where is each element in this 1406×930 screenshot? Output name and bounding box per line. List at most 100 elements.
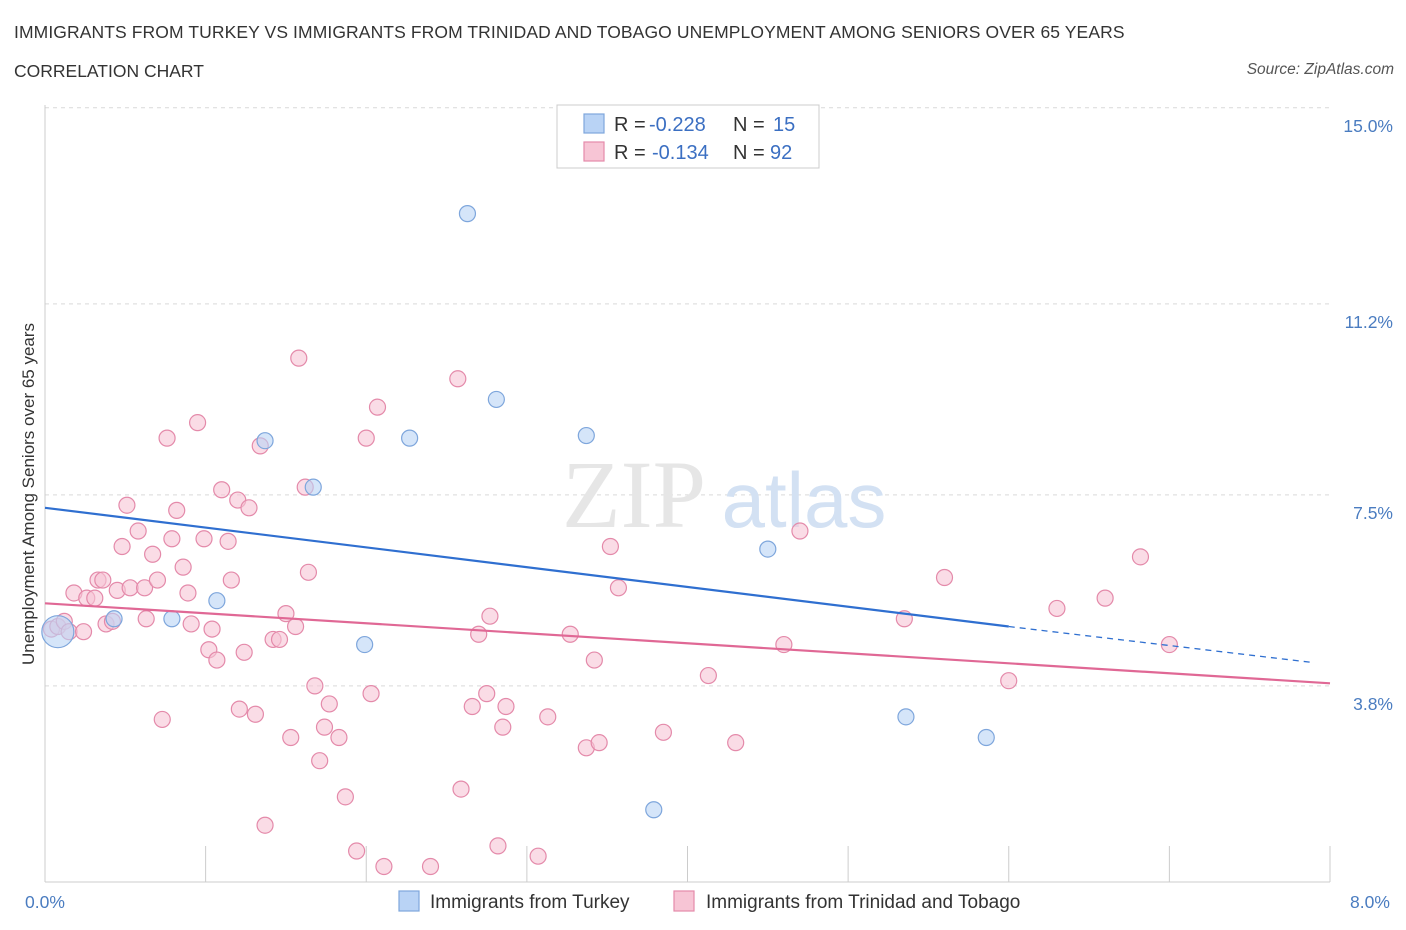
turkey-point [759,540,777,558]
legend-swatch-trinidad [583,141,605,162]
trinidad-point [144,545,162,563]
turkey-trendline-extension [1008,625,1315,664]
legend-n-value-turkey: 15 [773,114,795,136]
source-label: Source: ZipAtlas.com [1246,61,1394,78]
trinidad-point [585,651,603,669]
trinidad-point [791,522,809,540]
series-trinidad-points [42,349,1178,876]
trinidad-point [282,728,300,747]
trinidad-point [94,571,112,589]
trinidad-point [330,728,348,747]
trinidad-point [182,615,200,633]
trinidad-point [188,414,207,432]
grid-lines [45,107,1330,687]
trinidad-point [74,623,93,641]
trinidad-point [174,558,192,576]
trinidad-point [256,816,274,834]
trinidad-point [357,429,375,447]
legend-n-label-trinidad: N = [733,142,765,164]
trinidad-point [463,697,481,716]
trinidad-point [222,571,240,589]
trinidad-point [489,837,507,855]
turkey-point [304,478,322,496]
correlation-legend: R = -0.228 N = 15 R = -0.134 N = 92 [556,104,820,169]
bottom-legend-label-trinidad: Immigrants from Trinidad and Tobago [706,892,1020,913]
trinidad-point [135,579,154,597]
y-tick-labels: 3.8% 7.5% 11.2% 15.0% [1343,116,1393,714]
trinidad-point [163,530,181,548]
trinidad-point [86,589,104,607]
trinidad-point [375,857,393,876]
trinidad-point [129,522,147,540]
trinidad-point [208,651,226,669]
series-legend: Immigrants from Turkey Immigrants from T… [398,890,1020,913]
y-axis-title: Unemployment Among Seniors over 65 years [19,323,38,665]
trinidad-point [118,496,136,514]
trinidad-point [168,501,186,519]
trinidad-point [654,723,673,741]
trinidad-point [601,537,620,556]
trinidad-point [561,625,579,643]
turkey-point [577,426,595,445]
trinidad-point [727,734,745,752]
x-axis-ticks [205,846,1331,882]
legend-r-label-trinidad: R = [614,142,646,164]
trinidad-point [219,532,237,550]
trinidad-point [529,847,547,865]
trinidad-point [1000,672,1018,690]
legend-r-value-turkey: -0.228 [649,114,706,136]
turkey-point [256,432,274,450]
trinidad-point [539,708,557,726]
trinidad-point [179,584,197,602]
turkey-trendline [44,506,1009,628]
bottom-legend-label-turkey: Immigrants from Turkey [430,892,630,913]
watermark-zip: ZIP [562,441,706,548]
trinidad-point [470,625,488,643]
trinidad-point [240,499,258,517]
turkey-point [105,610,123,628]
trinidad-point [336,788,354,806]
y-tick-label: 15.0% [1343,116,1393,136]
trinidad-point [121,579,139,597]
x-tick-min: 0.0% [25,892,65,912]
trinidad-point [148,571,167,589]
x-tick-max: 8.0% [1350,892,1390,912]
trinidad-point [1048,599,1066,618]
turkey-point [487,390,505,409]
chart-title: IMMIGRANTS FROM TURKEY VS IMMIGRANTS FRO… [14,22,1125,42]
trinidad-point [158,429,176,447]
trinidad-point [494,718,512,736]
trend-lines [44,506,1331,685]
turkey-point [356,635,374,654]
turkey-point [897,708,915,726]
legend-r-label-turkey: R = [614,114,646,136]
trinidad-point [1096,589,1114,607]
trinidad-point [481,607,499,625]
trinidad-point [320,695,338,713]
trinidad-point [286,617,305,636]
bottom-legend-swatch-trinidad [673,890,695,912]
trinidad-point [421,857,440,876]
series-turkey-points [41,205,995,819]
legend-r-value-trinidad: -0.134 [652,142,709,164]
trinidad-point [290,349,308,367]
trinidad-point [230,700,248,718]
trinidad-point [299,563,318,581]
trinidad-point [195,530,213,548]
trinidad-point [311,752,329,770]
turkey-point [208,592,226,610]
trinidad-point [235,643,253,661]
turkey-point [163,610,181,628]
legend-n-value-trinidad: 92 [770,142,792,164]
trinidad-point [315,718,334,736]
trinidad-trendline [44,602,1331,685]
trinidad-point [449,370,467,388]
trinidad-point [1131,548,1150,566]
turkey-point [977,728,995,747]
y-tick-label: 3.8% [1353,694,1393,714]
turkey-point [645,801,663,819]
y-tick-label: 11.2% [1345,312,1393,332]
turkey-point [401,429,419,447]
trinidad-point [113,537,131,556]
